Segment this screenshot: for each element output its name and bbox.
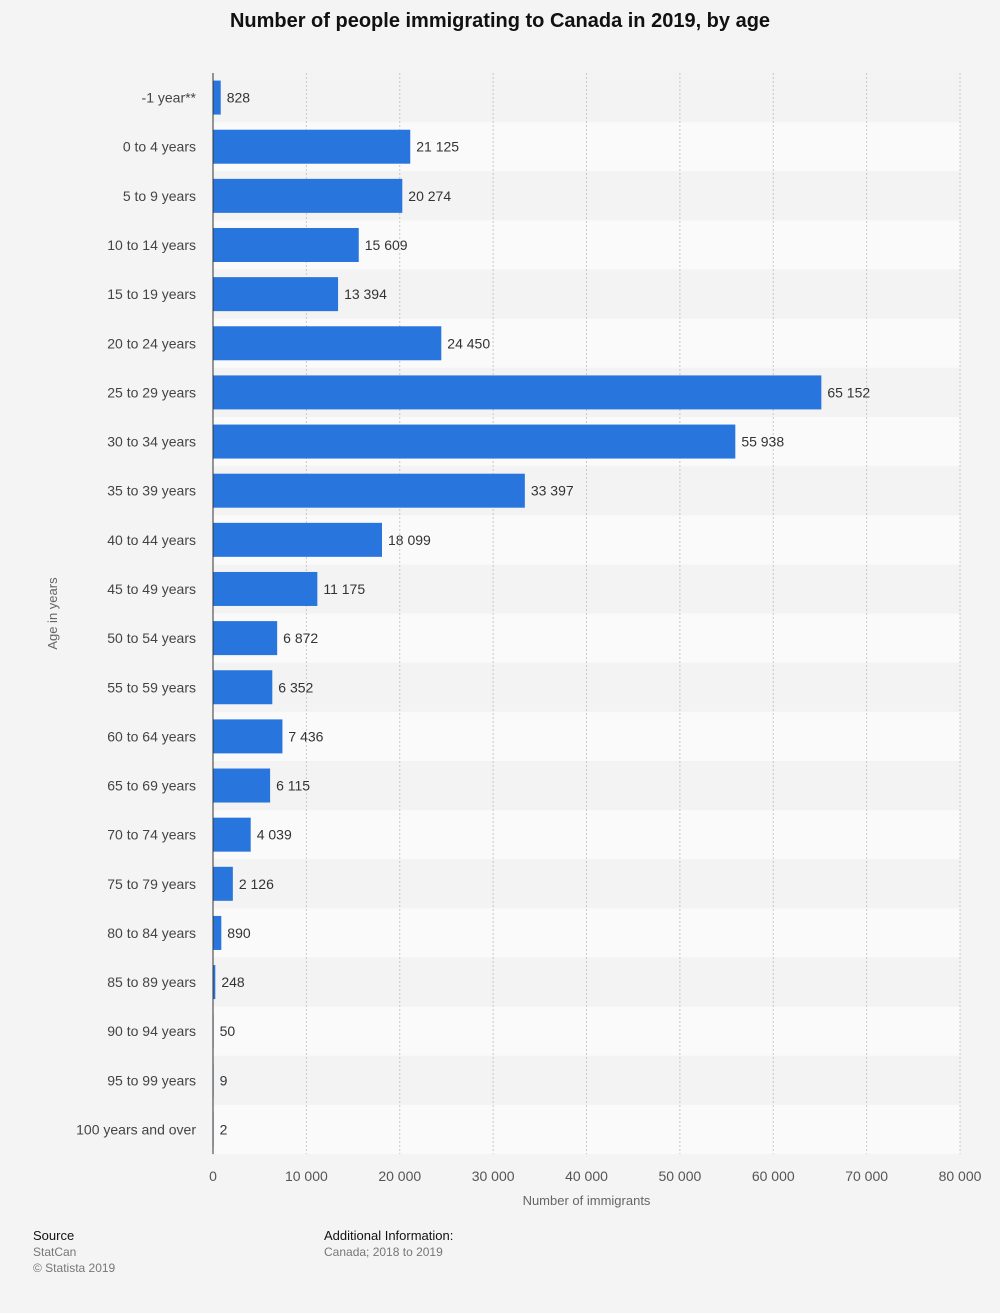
data-label: 18 099	[388, 532, 431, 548]
bar	[213, 473, 525, 508]
bar	[213, 326, 442, 361]
data-label: 828	[227, 90, 251, 106]
category-label: 65 to 69 years	[107, 778, 196, 794]
category-label: 0 to 4 years	[123, 139, 196, 155]
category-label: 95 to 99 years	[107, 1072, 196, 1088]
bar	[213, 522, 382, 557]
category-label: 100 years and over	[76, 1122, 196, 1138]
category-label: 40 to 44 years	[107, 532, 196, 548]
category-label: 85 to 89 years	[107, 974, 196, 990]
data-label: 21 125	[416, 139, 459, 155]
row-band	[213, 1055, 960, 1105]
bar	[213, 866, 233, 901]
bar	[213, 80, 221, 115]
bar	[213, 719, 283, 754]
data-label: 6 352	[278, 679, 313, 695]
chart-title: Number of people immigrating to Canada i…	[229, 10, 771, 32]
footer-source: Source StatCan © Statista 2019	[33, 1228, 115, 1276]
data-label: 2 126	[239, 876, 274, 892]
bar	[213, 227, 359, 262]
category-label: 5 to 9 years	[123, 188, 196, 204]
source-heading: Source	[33, 1228, 75, 1243]
data-label: 65 152	[827, 384, 870, 400]
data-label: 50	[220, 1023, 236, 1039]
bar	[213, 817, 251, 852]
row-band	[213, 711, 960, 761]
additional-info-text: Canada; 2018 to 2019	[324, 1245, 443, 1259]
bar	[213, 768, 271, 803]
x-tick-label: 30 000	[472, 1168, 515, 1184]
category-label: 25 to 29 years	[107, 384, 196, 400]
x-tick-label: 20 000	[378, 1168, 421, 1184]
data-label: 7 436	[288, 728, 323, 744]
data-label: 13 394	[344, 286, 387, 302]
data-label: 11 175	[323, 581, 365, 597]
bar	[213, 621, 278, 656]
bar	[213, 129, 411, 164]
data-label: 55 938	[741, 434, 784, 450]
x-tick-label: 80 000	[939, 1168, 982, 1184]
copyright-text: © Statista 2019	[33, 1261, 116, 1275]
category-label: 70 to 74 years	[107, 827, 196, 843]
category-label: 75 to 79 years	[107, 876, 196, 892]
category-label: 90 to 94 years	[107, 1023, 196, 1039]
bar	[213, 178, 403, 213]
footer-additional-info: Additional Information: Canada; 2018 to …	[324, 1228, 453, 1260]
data-label: 15 609	[365, 237, 408, 253]
category-label: 30 to 34 years	[107, 434, 196, 450]
x-axis-title: Number of immigrants	[523, 1193, 651, 1208]
category-label: 10 to 14 years	[107, 237, 196, 253]
data-label: 4 039	[257, 827, 292, 843]
category-label: 20 to 24 years	[107, 335, 196, 351]
bar	[213, 277, 339, 312]
bar	[213, 965, 216, 1000]
y-axis-title: Age in years	[45, 577, 60, 650]
category-label: 55 to 59 years	[107, 679, 196, 695]
data-label: 890	[227, 925, 251, 941]
x-tick-label: 60 000	[752, 1168, 795, 1184]
data-label: 33 397	[531, 483, 574, 499]
row-band	[213, 859, 960, 909]
data-label: 6 115	[276, 778, 310, 794]
bar	[213, 375, 822, 410]
bar	[213, 424, 736, 459]
x-tick-label: 50 000	[658, 1168, 701, 1184]
bar	[213, 670, 273, 705]
x-tick-label: 10 000	[285, 1168, 328, 1184]
category-label: 35 to 39 years	[107, 483, 196, 499]
data-label: 6 872	[283, 630, 318, 646]
source-name[interactable]: StatCan	[33, 1245, 77, 1259]
data-label: 9	[220, 1072, 228, 1088]
data-label: 248	[221, 974, 245, 990]
category-label: -1 year**	[142, 90, 197, 106]
additional-info-heading[interactable]: Additional Information:	[324, 1228, 454, 1243]
bar	[213, 915, 222, 950]
x-tick-label: 0	[209, 1168, 217, 1184]
data-label: 20 274	[408, 188, 451, 204]
bar	[213, 571, 318, 606]
bar-chart: 828 -1 year** 21 125 0 to 4 years 20 274 5 to…	[45, 73, 982, 1208]
category-label: 80 to 84 years	[107, 925, 196, 941]
x-tick-label: 40 000	[565, 1168, 608, 1184]
data-label: 24 450	[447, 335, 490, 351]
category-label: 60 to 64 years	[107, 728, 196, 744]
category-label: 15 to 19 years	[107, 286, 196, 302]
x-tick-label: 70 000	[845, 1168, 888, 1184]
data-label: 2	[220, 1122, 228, 1138]
category-label: 45 to 49 years	[107, 581, 196, 597]
category-label: 50 to 54 years	[107, 630, 196, 646]
